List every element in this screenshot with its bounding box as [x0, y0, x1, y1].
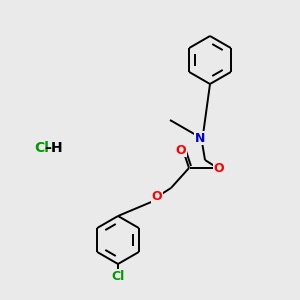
Text: Cl: Cl — [34, 141, 50, 155]
Text: N: N — [195, 131, 205, 145]
Text: O: O — [176, 143, 186, 157]
Text: Cl: Cl — [111, 269, 124, 283]
Text: O: O — [152, 190, 162, 202]
Text: O: O — [214, 161, 224, 175]
Text: –H: –H — [45, 141, 63, 155]
